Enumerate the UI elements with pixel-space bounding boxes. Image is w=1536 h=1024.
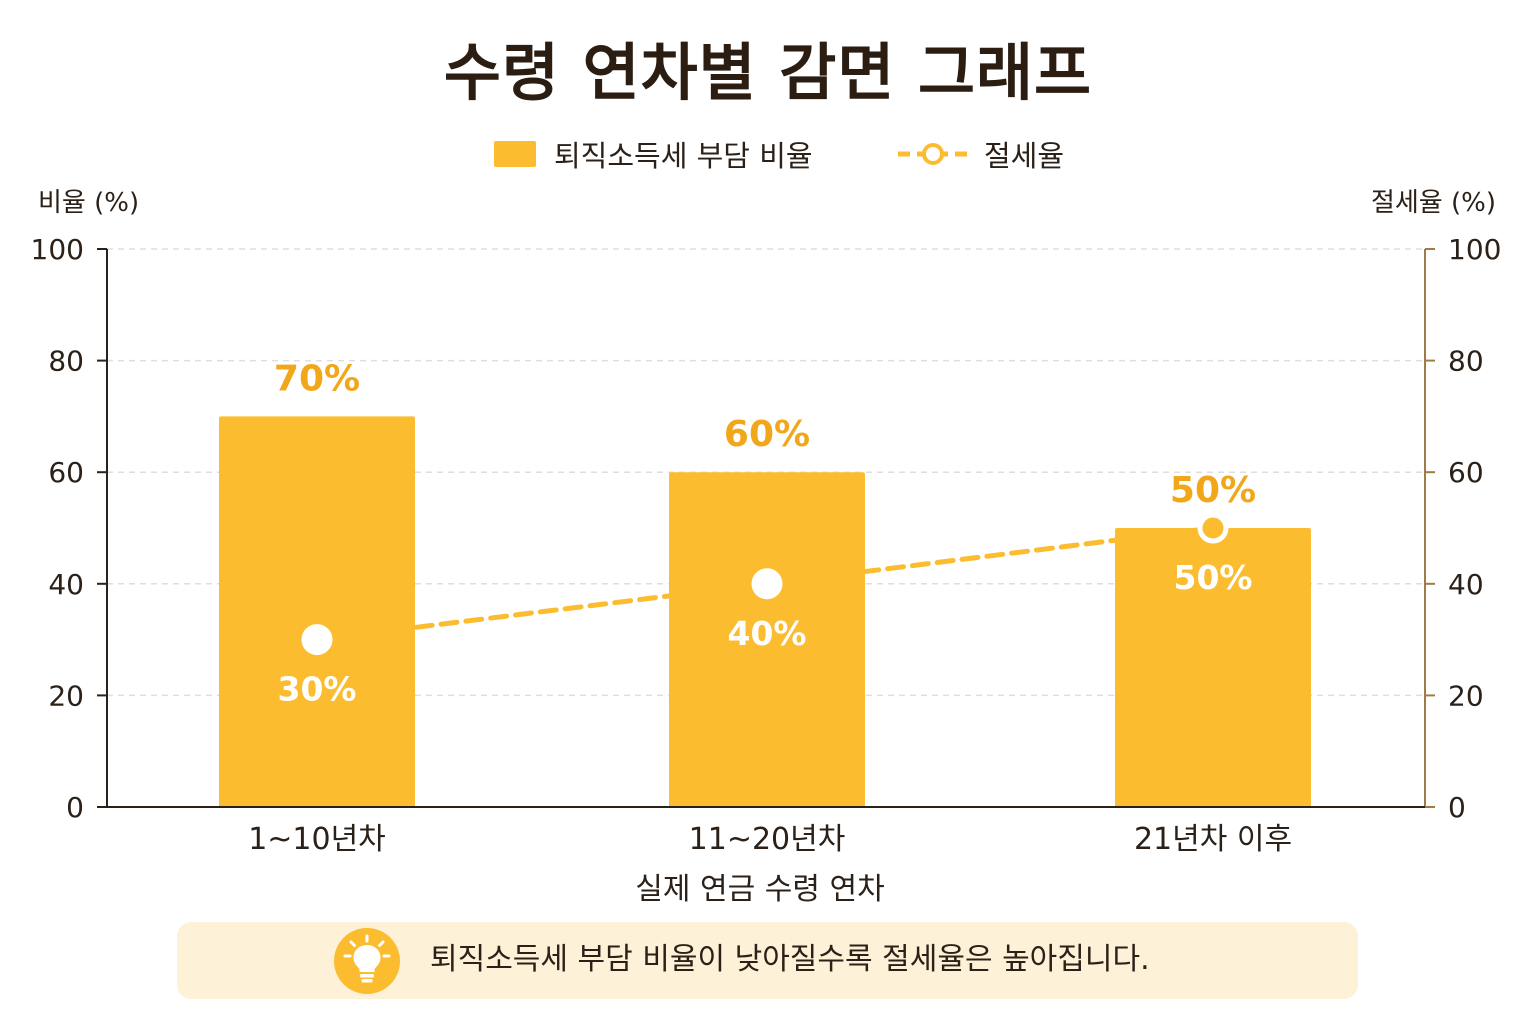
line-value-label: 30% (278, 670, 357, 709)
x-tick-label: 11~20년차 (689, 822, 846, 857)
y-tick-label-right: 60 (1448, 456, 1484, 489)
y-tick-label-left: 0 (66, 791, 84, 824)
legend-bar-swatch (494, 141, 536, 167)
line-point-ring (299, 621, 335, 658)
y-tick-label-right: 100 (1448, 233, 1501, 266)
line-point (1197, 512, 1229, 544)
chart-title: 수령 연차별 감면 그래프 (443, 36, 1093, 109)
y-tick-label-left: 100 (31, 233, 84, 266)
y-tick-label-right: 0 (1448, 791, 1466, 824)
y-tick-label-left: 40 (48, 568, 84, 601)
bar (669, 472, 865, 807)
chart-legend: 퇴직소득세 부담 비율 절세율 (0, 132, 1536, 176)
y-tick-label-right: 40 (1448, 568, 1484, 601)
y-tick-label-left: 20 (48, 679, 84, 712)
legend-item-tax-saving-rate: 절세율 (896, 132, 1064, 176)
legend-label-tax-saving-rate: 절세율 (984, 139, 1065, 173)
x-axis-title: 실제 연금 수령 연차 (635, 872, 884, 907)
y-tick-label-right: 80 (1448, 345, 1484, 378)
note-text: 퇴직소득세 부담 비율이 낮아질수록 절세율은 높아집니다. (430, 942, 1150, 977)
y-tick-label-left: 80 (48, 345, 84, 378)
bar-value-label: 60% (724, 414, 810, 455)
bar (1115, 528, 1311, 807)
x-tick-label: 21년차 이후 (1134, 822, 1292, 857)
bar-value-label: 50% (1170, 470, 1256, 511)
line-point (751, 568, 783, 600)
y-axis-title-right: 절세율 (%) (1371, 188, 1496, 218)
y-axis-title-left: 비율 (%) (38, 188, 139, 218)
y-tick-label-right: 20 (1448, 679, 1484, 712)
lightbulb-icon (334, 928, 400, 994)
bar (219, 416, 415, 807)
y-tick-label-left: 60 (48, 456, 84, 489)
line-point (301, 624, 333, 656)
line-point-ring (749, 565, 785, 602)
legend-item-burden-ratio: 퇴직소득세 부담 비율 (494, 132, 813, 176)
legend-label-burden-ratio: 퇴직소득세 부담 비율 (554, 139, 813, 173)
legend-line-swatch (898, 143, 968, 165)
line-value-label: 40% (728, 614, 807, 653)
x-tick-label: 1~10년차 (248, 822, 386, 857)
bar-value-label: 70% (274, 358, 360, 399)
line-value-label: 50% (1174, 558, 1253, 597)
